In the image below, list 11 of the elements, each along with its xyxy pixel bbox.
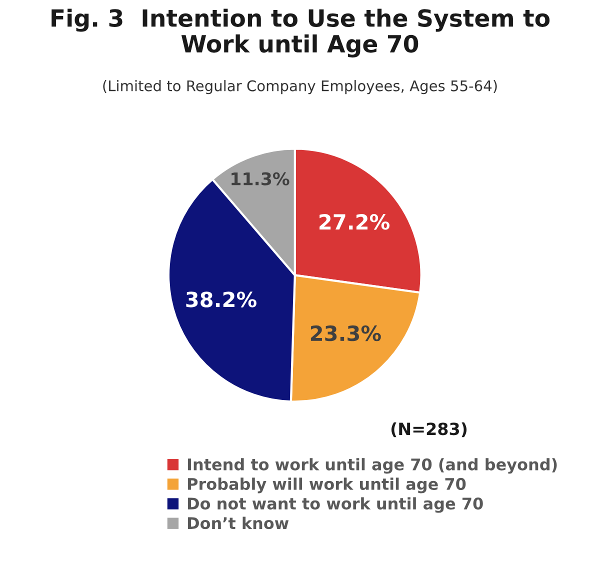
legend-label: Don’t know: [188, 516, 289, 530]
text: (N=283): [391, 422, 467, 438]
data-label: 38.2%: [186, 292, 256, 308]
chart-title: Fig. 3 Intention to Use the System to Work until Age 70: [52, 8, 550, 58]
legend-label: Intend to work until age 70 (and beyond): [188, 458, 557, 474]
data-label: 11.3%: [232, 172, 290, 186]
legend-label: Do not want to work until age 70: [188, 497, 483, 513]
data-label: 23.3%: [310, 325, 381, 342]
legend-label: Probably will work until age 70: [188, 478, 466, 494]
chart-subtitle: (Limited to Regular Company Employees, Ages 55-64): [103, 80, 497, 94]
data-label: 27.2%: [320, 214, 390, 230]
